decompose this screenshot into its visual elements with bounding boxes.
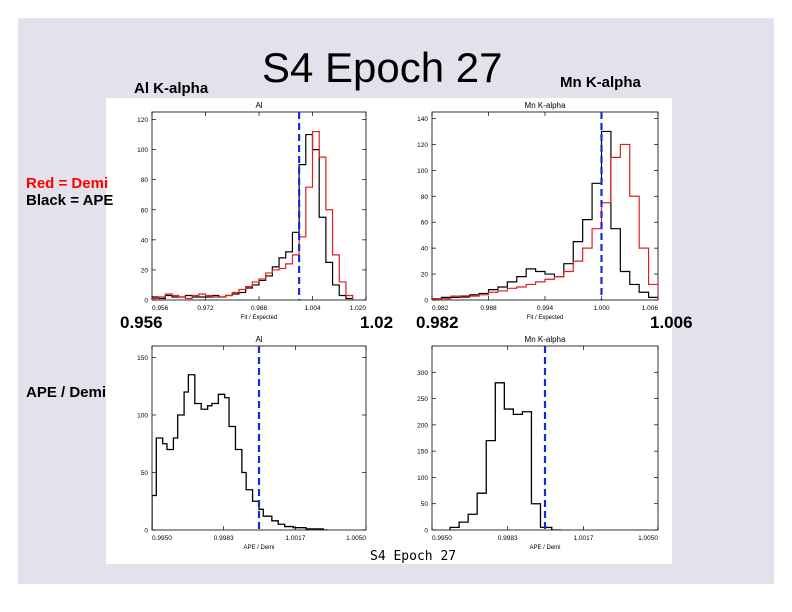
al_fit-xtick-label: 0.988 [251,305,268,312]
caption: S4 Epoch 27 [370,549,457,564]
mn_ratio-ytick-label: 50 [421,501,429,508]
al_fit-series-demi [152,130,354,300]
mn-axis-max: 1.006 [650,313,693,332]
mn_fit-ytick-label: 80 [421,194,429,201]
al_ratio-xtick-label: 0.9950 [152,535,172,542]
mn_fit-xtick-label: 0.988 [480,305,497,312]
al_fit-xtick-label: 1.020 [350,305,367,312]
mn_ratio-ytick-label: 0 [424,528,428,535]
mn_fit-xtick-label: 1.000 [593,305,610,312]
mn_ratio-series-ape-demi [449,382,561,530]
mn_ratio-xtick-label: 0.9983 [498,535,518,542]
al_ratio-ytick-label: 150 [137,355,148,362]
al_fit-xtick-label: 0.972 [197,305,214,312]
al_ratio-xtick-label: 1.0017 [285,535,305,542]
mn_ratio-ytick-label: 300 [417,370,428,377]
al_ratio-ytick-label: 100 [137,413,148,420]
al_fit-ytick-label: 20 [141,267,149,274]
mn_ratio-xtick-label: 1.0050 [638,535,658,542]
legend-red-demi: Red = Demi [26,175,109,192]
mn_fit-ytick-label: 100 [417,168,428,175]
al_fit-chart: Al Fit / Expected 0.956 0.972 0.988 1.004 1.02… [137,101,367,321]
mn_ratio-ytick-label: 250 [417,396,428,403]
legend-black-ape: Black = APE [26,192,114,209]
al_ratio-xlabel: APE / Demi [243,545,274,551]
slide-title: S4 Epoch 27 [262,44,503,91]
mn_fit-ytick-label: 60 [421,220,429,227]
al_fit-ytick-label: 80 [141,177,149,184]
al_fit-title: Al [255,101,262,110]
al_ratio-xtick-label: 1.0050 [346,535,366,542]
al_fit-frame [151,111,367,301]
al_fit-ytick-label: 40 [141,237,149,244]
al_fit-ytick-label: 120 [137,117,148,124]
mn_fit-ytick-label: 40 [421,246,429,253]
al_fit-xtick-label: 1.004 [304,305,321,312]
mn_ratio-xlabel: APE / Demi [529,545,560,551]
al_ratio-title: Al [255,335,262,344]
mn_fit-chart: Mn K-alpha Fit / Expected 0.982 0.988 0.994 1… [417,101,659,321]
mn_fit-xtick-label: 1.006 [642,305,659,312]
al_fit-ytick-label: 0 [144,298,148,305]
mn_ratio-ytick-label: 150 [417,449,428,456]
mn_ratio-xtick-label: 0.9950 [432,535,452,542]
al_fit-ytick-label: 60 [141,207,149,214]
mn-axis-min: 0.982 [416,313,459,332]
al_fit-xtick-label: 0.956 [152,305,169,312]
al_ratio-chart: Al APE / Demi 0.9950 0.9983 1.0017 1.0050 0 50 1… [137,335,367,551]
mn_ratio-ytick-label: 100 [417,475,428,482]
mn_fit-ytick-label: 120 [417,142,428,149]
mn_fit-xtick-label: 0.994 [537,305,554,312]
mn_fit-ytick-label: 0 [424,298,428,305]
al-axis-min: 0.956 [120,313,163,332]
mn_fit-title: Mn K-alpha [525,101,566,110]
al_ratio-ytick-label: 0 [144,528,148,535]
mn_fit-series-ape [432,130,658,300]
mn_fit-ytick-label: 20 [421,272,429,279]
al-axis-max: 1.02 [360,313,394,332]
mn_fit-xtick-label: 0.982 [432,305,449,312]
charts-canvas: Al Fit / Expected 0.956 0.972 0.988 1.004 1.02… [137,101,659,551]
plot-panel: Al Fit / Expected 0.956 0.972 0.988 1.004 1.02… [106,98,672,564]
mn_ratio-chart: Mn K-alpha APE / Demi 0.9950 0.9983 1.0017 1.… [417,335,659,551]
mn_ratio-xtick-label: 1.0017 [573,535,593,542]
al_fit-ytick-label: 100 [137,147,148,154]
al_ratio-ytick-label: 50 [141,470,149,477]
al-heading: Al K-alpha [134,80,209,97]
mn_fit-ytick-label: 140 [417,116,428,123]
al_fit-series-ape [152,133,354,300]
ratio-label: APE / Demi [26,384,107,401]
al_ratio-xtick-label: 0.9983 [214,535,234,542]
al_ratio-series-ape-demi [152,374,328,530]
mn_fit-series-demi [432,143,658,300]
mn-heading: Mn K-alpha [560,74,641,91]
mn_ratio-title: Mn K-alpha [525,335,566,344]
mn_fit-xlabel: Fit / Expected [527,315,564,321]
al_fit-xlabel: Fit / Expected [241,315,278,321]
mn_ratio-ytick-label: 200 [417,422,428,429]
